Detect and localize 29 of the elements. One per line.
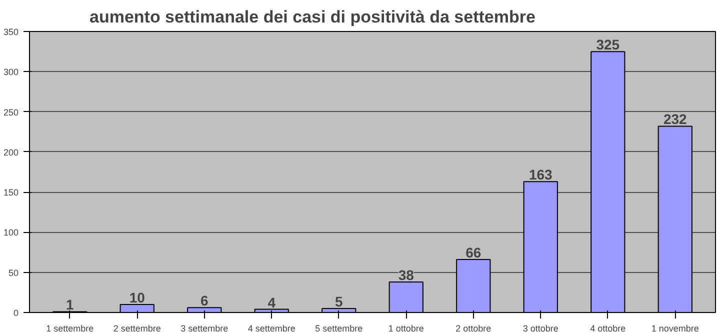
x-tick-label: 1 novembre [651,324,699,334]
y-tick-label: 350 [3,27,19,37]
data-label: 163 [528,166,553,183]
data-label: 325 [596,36,620,53]
data-label: 5 [334,293,343,310]
x-tick-label: 3 settembre [180,324,228,334]
y-tick-label: 0 [13,308,19,318]
x-tick-label: 4 settembre [248,324,296,334]
x-tick-label: 4 ottobre [590,324,626,334]
x-tick-label: 1 settembre [46,324,94,334]
y-tick-label: 150 [3,188,19,198]
x-tick-label: 5 settembre [315,324,363,334]
chart-title: aumento settimanale dei casi di positività da settembre [90,8,536,26]
data-label: 66 [466,244,482,261]
x-tick-label: 2 settembre [113,324,161,334]
y-tick-label: 300 [3,67,19,78]
y-tick-label: 250 [3,107,19,118]
x-tick-label: 3 ottobre [522,324,558,334]
data-label: 10 [129,289,146,306]
y-tick-label: 200 [3,147,19,158]
data-label: 38 [398,266,414,283]
data-label: 1 [66,296,74,313]
data-label: 232 [663,111,688,128]
data-label: 4 [268,294,276,310]
x-tick-label: 2 ottobre [456,324,492,334]
data-label: 6 [200,292,208,309]
x-tick-label: 1 ottobre [388,324,424,334]
y-tick-label: 50 [8,268,19,278]
y-tick-label: 100 [3,228,19,238]
